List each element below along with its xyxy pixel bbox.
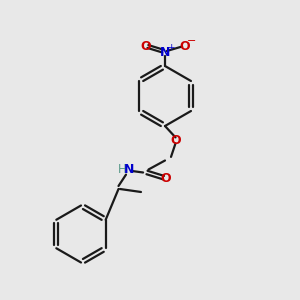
Text: N: N	[160, 46, 170, 59]
Text: N: N	[124, 163, 134, 176]
Text: O: O	[160, 172, 171, 185]
Text: O: O	[140, 40, 151, 53]
Text: H: H	[118, 163, 127, 176]
Text: O: O	[170, 134, 181, 147]
Text: +: +	[167, 43, 174, 52]
Text: −: −	[186, 36, 196, 46]
Text: O: O	[179, 40, 190, 53]
